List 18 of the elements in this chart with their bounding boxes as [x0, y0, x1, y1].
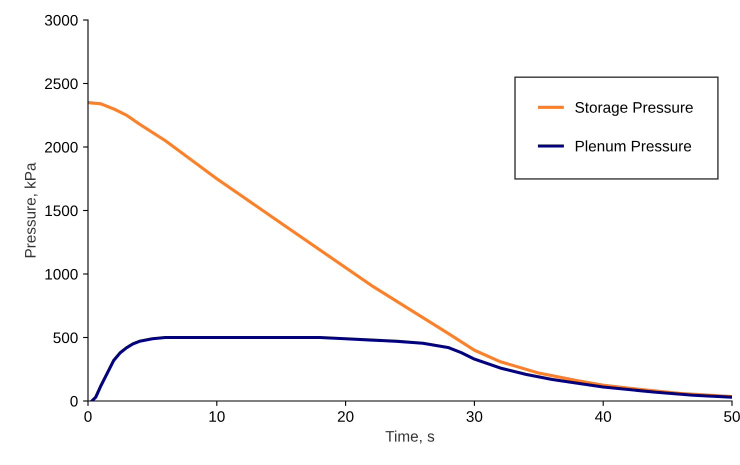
- y-tick-label: 2000: [45, 142, 78, 153]
- x-tick-label: 40: [595, 411, 612, 422]
- x-tick-label: 10: [209, 411, 225, 422]
- legend-label: Storage Pressure: [575, 102, 693, 116]
- y-tick-label: 2500: [45, 78, 78, 90]
- legend-label: Plenum Pressure: [576, 140, 692, 152]
- y-tick-label: 3000: [44, 14, 78, 26]
- y-tick-label: 500: [53, 332, 78, 344]
- x-tick-label: 30: [466, 411, 482, 422]
- y-tick-label: 0: [70, 396, 78, 407]
- y-tick-label: 1000: [45, 268, 78, 280]
- line-series: [90, 336, 732, 401]
- x-tick-label: 20: [338, 411, 354, 422]
- y-axis-title: Pressure, kPa: [24, 162, 38, 258]
- y-tick-label: 1500: [45, 205, 78, 216]
- x-axis-title: Time, s: [386, 430, 434, 444]
- x-tick-label: 0: [84, 411, 92, 422]
- x-tick-label: 50: [724, 411, 740, 422]
